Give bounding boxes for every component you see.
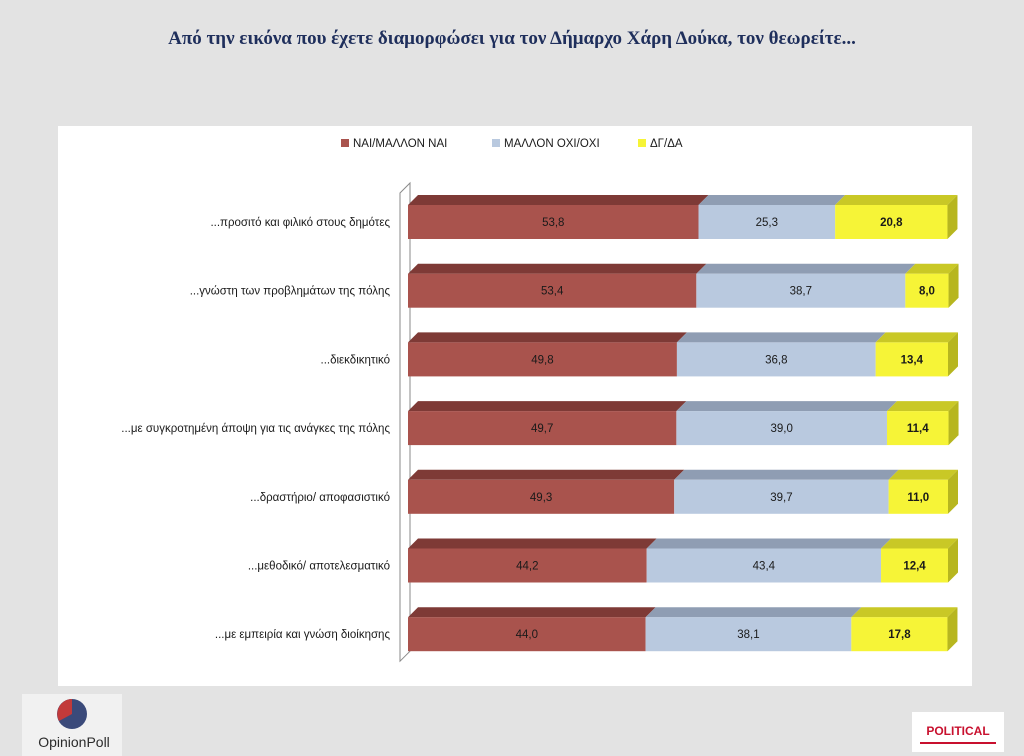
- bar-r1-s2: [698, 205, 836, 239]
- bar-side-r2: [948, 263, 959, 308]
- data-label-r2-s1: 53,4: [541, 286, 564, 298]
- data-label-r3-s1: 49,8: [531, 354, 553, 366]
- legend-swatch-1: [341, 139, 349, 147]
- bar-r4-s3: [886, 411, 949, 446]
- bar-r7-s2: [645, 617, 852, 652]
- bar-side-r3: [948, 332, 958, 377]
- bar-r2-s3: [905, 273, 949, 308]
- data-label-r4-s1: 49,7: [531, 423, 553, 435]
- legend-label-2: ΜΑΛΛΟΝ ΟΧΙ/ΟΧΙ: [504, 138, 600, 150]
- bar-top-r6-s3: [881, 538, 958, 549]
- bar-top-r2-s3: [905, 263, 959, 274]
- data-label-r3-s2: 36,8: [765, 354, 787, 366]
- bar-side-r5: [948, 469, 958, 514]
- stacked-bar-chart: ΝΑΙ/ΜΑΛΛΟΝ ΝΑΙ ΜΑΛΛΟΝ ΟΧΙ/ΟΧΙ ΔΓ/ΔΑ ...προσ…: [121, 138, 959, 663]
- data-label-r1-s3: 20,8: [880, 217, 903, 229]
- data-label-r6-s2: 43,4: [753, 561, 776, 573]
- political-logo-underline: [920, 742, 996, 744]
- bar-r6-s3: [881, 548, 948, 583]
- data-label-r3-s3: 13,4: [901, 354, 924, 366]
- data-label-r5-s1: 49,3: [530, 492, 552, 504]
- category-label-2: ...γνώστη των προβλημάτων της πόλης: [190, 286, 391, 298]
- bar-r2-s2: [696, 273, 906, 308]
- data-label-r1-s2: 25,3: [756, 217, 778, 229]
- legend-swatch-2: [492, 139, 500, 147]
- bar-top-r5-s1: [408, 469, 685, 480]
- bar-r2-s1: [408, 273, 697, 308]
- bar-r7-s1: [408, 617, 646, 652]
- bar-top-r2-s1: [408, 263, 707, 274]
- category-label-6: ...μεθοδικό/ αποτελεσματικό: [248, 561, 390, 573]
- bar-top-r5-s3: [888, 469, 958, 480]
- bar-top-r4-s2: [676, 401, 897, 412]
- bar-r3-s3: [875, 342, 948, 377]
- bar-top-r3-s2: [676, 332, 886, 343]
- data-label-r6-s3: 12,4: [903, 561, 926, 573]
- bar-side-r7: [947, 607, 958, 652]
- data-label-r5-s3: 11,0: [907, 492, 929, 504]
- political-logo: POLITICAL: [912, 712, 1004, 752]
- bar-top-r4-s1: [408, 401, 687, 412]
- bar-top-r6-s1: [408, 538, 657, 549]
- bar-r1-s1: [408, 205, 699, 239]
- data-label-r2-s3: 8,0: [919, 286, 935, 298]
- bar-top-r1-s1: [408, 195, 709, 205]
- bar-r4-s2: [676, 411, 887, 446]
- bar-r4-s1: [408, 411, 677, 446]
- bar-top-r7-s1: [408, 607, 656, 618]
- bar-top-r6-s2: [646, 538, 892, 549]
- bar-side-r1: [947, 195, 958, 239]
- category-label-4: ...με συγκροτημένη άποψη για τις ανάγκες…: [121, 423, 390, 435]
- category-label-7: ...με εμπειρία και γνώση διοίκησης: [215, 629, 391, 641]
- bar-side-r6: [948, 538, 958, 583]
- data-label-r7-s2: 38,1: [737, 629, 759, 641]
- data-label-r6-s1: 44,2: [516, 561, 538, 573]
- bar-side-r4: [948, 401, 959, 446]
- bar-r5-s2: [674, 479, 889, 514]
- data-label-r7-s3: 17,8: [888, 629, 911, 641]
- opinion-poll-logo: OpinionPoll: [22, 694, 122, 756]
- bar-top-r5-s2: [674, 469, 899, 480]
- bar-r1-s3: [835, 205, 948, 239]
- chart-panel: ΝΑΙ/ΜΑΛΛΟΝ ΝΑΙ ΜΑΛΛΟΝ ΟΧΙ/ΟΧΙ ΔΓ/ΔΑ ...προσ…: [58, 126, 972, 686]
- bar-r5-s3: [888, 479, 948, 514]
- data-label-r4-s2: 39,0: [770, 423, 792, 435]
- data-label-r5-s2: 39,7: [770, 492, 792, 504]
- bar-r5-s1: [408, 479, 675, 514]
- legend-label-3: ΔΓ/ΔΑ: [650, 138, 683, 150]
- bar-top-r1-s2: [698, 195, 846, 205]
- bar-top-r3-s1: [408, 332, 687, 343]
- data-label-r4-s3: 11,4: [907, 423, 929, 435]
- bar-top-r1-s3: [835, 195, 958, 205]
- data-label-r7-s1: 44,0: [516, 629, 538, 641]
- bar-r3-s2: [676, 342, 876, 377]
- bar-top-r7-s2: [645, 607, 862, 618]
- data-label-r1-s1: 53,8: [542, 217, 564, 229]
- bar-r6-s1: [408, 548, 647, 583]
- chart-title: Από την εικόνα που έχετε διαμορφώσει για…: [168, 28, 856, 49]
- bar-top-r4-s3: [886, 401, 959, 412]
- bar-top-r3-s3: [875, 332, 958, 343]
- bar-top-r7-s3: [851, 607, 958, 618]
- legend-label-1: ΝΑΙ/ΜΑΛΛΟΝ ΝΑΙ: [353, 138, 447, 150]
- bar-r6-s2: [646, 548, 882, 583]
- category-label-1: ...προσιτό και φιλικό στους δημότες: [210, 217, 390, 229]
- bar-top-r2-s2: [696, 263, 916, 274]
- data-label-r2-s2: 38,7: [790, 286, 812, 298]
- legend-swatch-3: [638, 139, 646, 147]
- political-logo-text: POLITICAL: [926, 724, 990, 738]
- category-label-5: ...δραστήριο/ αποφασιστικό: [250, 492, 390, 504]
- category-label-3: ...διεκδικητικό: [321, 354, 390, 366]
- bar-r7-s3: [851, 617, 948, 652]
- opinion-poll-logo-text: OpinionPoll: [38, 734, 110, 750]
- opinion-poll-logo-icon: [57, 699, 87, 729]
- bar-r3-s1: [408, 342, 677, 377]
